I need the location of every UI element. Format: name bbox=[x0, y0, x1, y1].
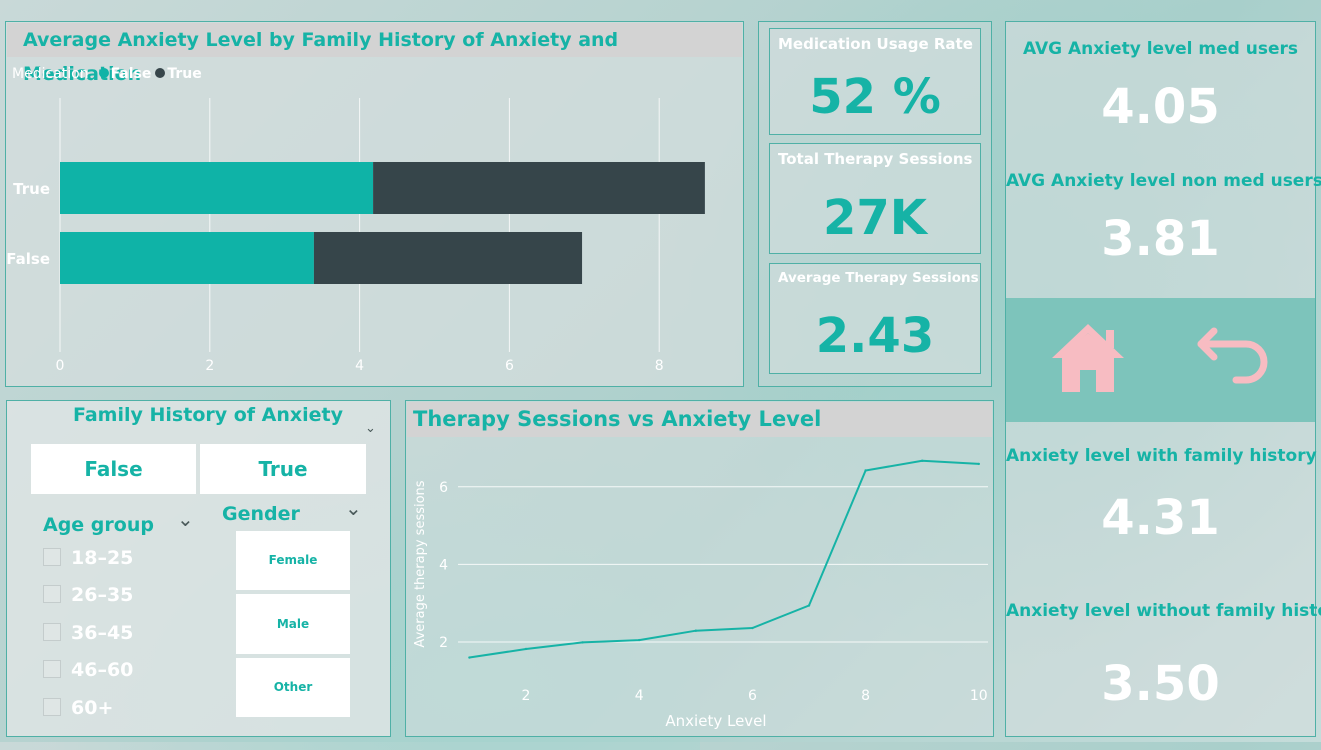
kpi-title: Medication Usage Rate bbox=[778, 35, 973, 53]
kpi-title: Average Therapy Sessions bbox=[778, 270, 979, 286]
med-users-value: 4.05 bbox=[1101, 79, 1220, 135]
line-chart-title: Therapy Sessions vs Anxiety Level bbox=[407, 402, 992, 437]
checkbox[interactable] bbox=[43, 660, 61, 678]
series-line bbox=[469, 459, 979, 659]
anxiety-by-family-history-chart[interactable]: Average Anxiety Level by Family History … bbox=[5, 21, 744, 387]
gender-option-female[interactable]: Female bbox=[236, 531, 350, 590]
age-group-filter-title: Age group bbox=[43, 514, 154, 536]
x-tick-label: 2 bbox=[205, 358, 214, 374]
filter-panel: Family History of Anxiety ⌄ False True A… bbox=[6, 400, 391, 737]
kpi-value: 2.43 bbox=[815, 308, 935, 364]
family-history-option-true[interactable]: True bbox=[200, 444, 366, 494]
line-chart-plot: 2 4 6 2 4 6 8 10 Anxiety Level Average therapy se… bbox=[413, 459, 988, 730]
data-point bbox=[638, 638, 641, 642]
family-history-filter-title: Family History of Anxiety bbox=[73, 404, 344, 426]
data-point bbox=[807, 604, 811, 607]
chevron-down-icon[interactable]: ⌄ bbox=[365, 421, 376, 436]
age-option-label: 26–35 bbox=[71, 584, 134, 606]
age-option-label: 18–25 bbox=[71, 547, 134, 569]
data-point bbox=[581, 641, 584, 644]
home-icon[interactable] bbox=[1048, 318, 1128, 398]
x-tick-label: 0 bbox=[56, 358, 65, 374]
data-point bbox=[864, 469, 867, 472]
y-category-label: False bbox=[6, 250, 50, 268]
x-tick-label: 8 bbox=[655, 358, 664, 374]
age-option[interactable]: 18–25 bbox=[43, 547, 133, 569]
bar-segment bbox=[313, 232, 583, 284]
x-tick-label: 6 bbox=[748, 688, 757, 704]
kpi-card-total-sessions: Total Therapy Sessions 27K bbox=[769, 143, 981, 254]
family-history-value: 4.31 bbox=[1101, 490, 1220, 546]
x-tick-label: 4 bbox=[635, 688, 644, 704]
non-med-users-value: 3.81 bbox=[1101, 211, 1220, 267]
checkbox[interactable] bbox=[43, 623, 61, 641]
gender-option-other[interactable]: Other bbox=[236, 658, 350, 717]
y-tick-label: 6 bbox=[439, 480, 448, 496]
back-arrow-icon[interactable] bbox=[1192, 318, 1272, 398]
checkbox[interactable] bbox=[43, 585, 61, 603]
anxiety-summary-panel: AVG Anxiety level med users 4.05 AVG Anx… bbox=[1005, 21, 1321, 737]
kpi-value: 27K bbox=[823, 190, 927, 246]
bar-segment bbox=[373, 162, 705, 214]
no-family-history-value: 3.50 bbox=[1101, 656, 1220, 712]
data-point bbox=[751, 626, 754, 630]
gender-option-male[interactable]: Male bbox=[236, 594, 350, 654]
age-option[interactable]: 60+ bbox=[43, 697, 113, 719]
x-axis-label: Anxiety Level bbox=[665, 712, 766, 730]
legend-dot-false bbox=[98, 68, 109, 78]
gender-filter-title: Gender bbox=[222, 503, 300, 525]
legend-label-false[interactable]: False bbox=[110, 66, 152, 82]
bar-segment bbox=[60, 162, 374, 214]
navigation-band bbox=[1006, 298, 1315, 422]
x-tick-label: 10 bbox=[970, 688, 988, 704]
data-point bbox=[468, 656, 471, 659]
kpi-card-medication-rate: Medication Usage Rate 52 % bbox=[769, 28, 981, 135]
y-category-label: True bbox=[13, 180, 50, 198]
y-tick-label: 4 bbox=[439, 557, 448, 573]
kpi-value: 52 % bbox=[809, 69, 941, 125]
bar-chart-plot: 0 2 4 6 8 True False bbox=[6, 98, 705, 374]
data-point bbox=[694, 629, 697, 632]
data-point bbox=[977, 462, 980, 466]
y-axis-label: Average therapy sessions bbox=[413, 480, 428, 647]
no-family-history-title: Anxiety level without family history bbox=[1006, 601, 1321, 621]
kpi-group: Medication Usage Rate 52 % Total Therapy… bbox=[758, 21, 992, 387]
age-option[interactable]: 46–60 bbox=[43, 659, 133, 681]
checkbox[interactable] bbox=[43, 548, 61, 566]
med-users-title: AVG Anxiety level med users bbox=[1022, 39, 1299, 59]
y-tick-label: 2 bbox=[439, 635, 448, 651]
non-med-users-title: AVG Anxiety level non med users bbox=[1006, 171, 1321, 191]
chevron-down-icon[interactable]: ⌄ bbox=[177, 507, 194, 531]
bar-chart-legend: Medication False True bbox=[12, 66, 202, 82]
legend-dot-true bbox=[155, 68, 166, 78]
family-history-option-false[interactable]: False bbox=[31, 444, 196, 494]
kpi-title: Total Therapy Sessions bbox=[778, 150, 973, 168]
data-point bbox=[524, 647, 528, 651]
therapy-vs-anxiety-chart[interactable]: Therapy Sessions vs Anxiety Level 2 4 6 2 4 6… bbox=[405, 400, 994, 737]
data-point bbox=[921, 459, 924, 463]
legend-title: Medication bbox=[12, 66, 89, 82]
checkbox[interactable] bbox=[43, 698, 61, 716]
family-history-title: Anxiety level with family history bbox=[1006, 446, 1317, 466]
chevron-down-icon[interactable]: ⌄ bbox=[345, 496, 362, 520]
age-option-label: 46–60 bbox=[71, 659, 134, 681]
legend-label-true[interactable]: True bbox=[167, 66, 202, 82]
x-tick-label: 2 bbox=[522, 688, 531, 704]
age-option[interactable]: 36–45 bbox=[43, 622, 133, 644]
bar-chart-title: Average Anxiety Level by Family History … bbox=[7, 23, 742, 85]
x-tick-label: 8 bbox=[861, 688, 870, 704]
kpi-card-average-sessions: Average Therapy Sessions 2.43 bbox=[769, 263, 981, 374]
age-option[interactable]: 26–35 bbox=[43, 584, 133, 606]
bar-segment bbox=[60, 232, 314, 284]
x-tick-label: 6 bbox=[505, 358, 514, 374]
x-tick-label: 4 bbox=[355, 358, 364, 374]
age-option-label: 36–45 bbox=[71, 622, 134, 644]
age-option-label: 60+ bbox=[71, 697, 114, 719]
